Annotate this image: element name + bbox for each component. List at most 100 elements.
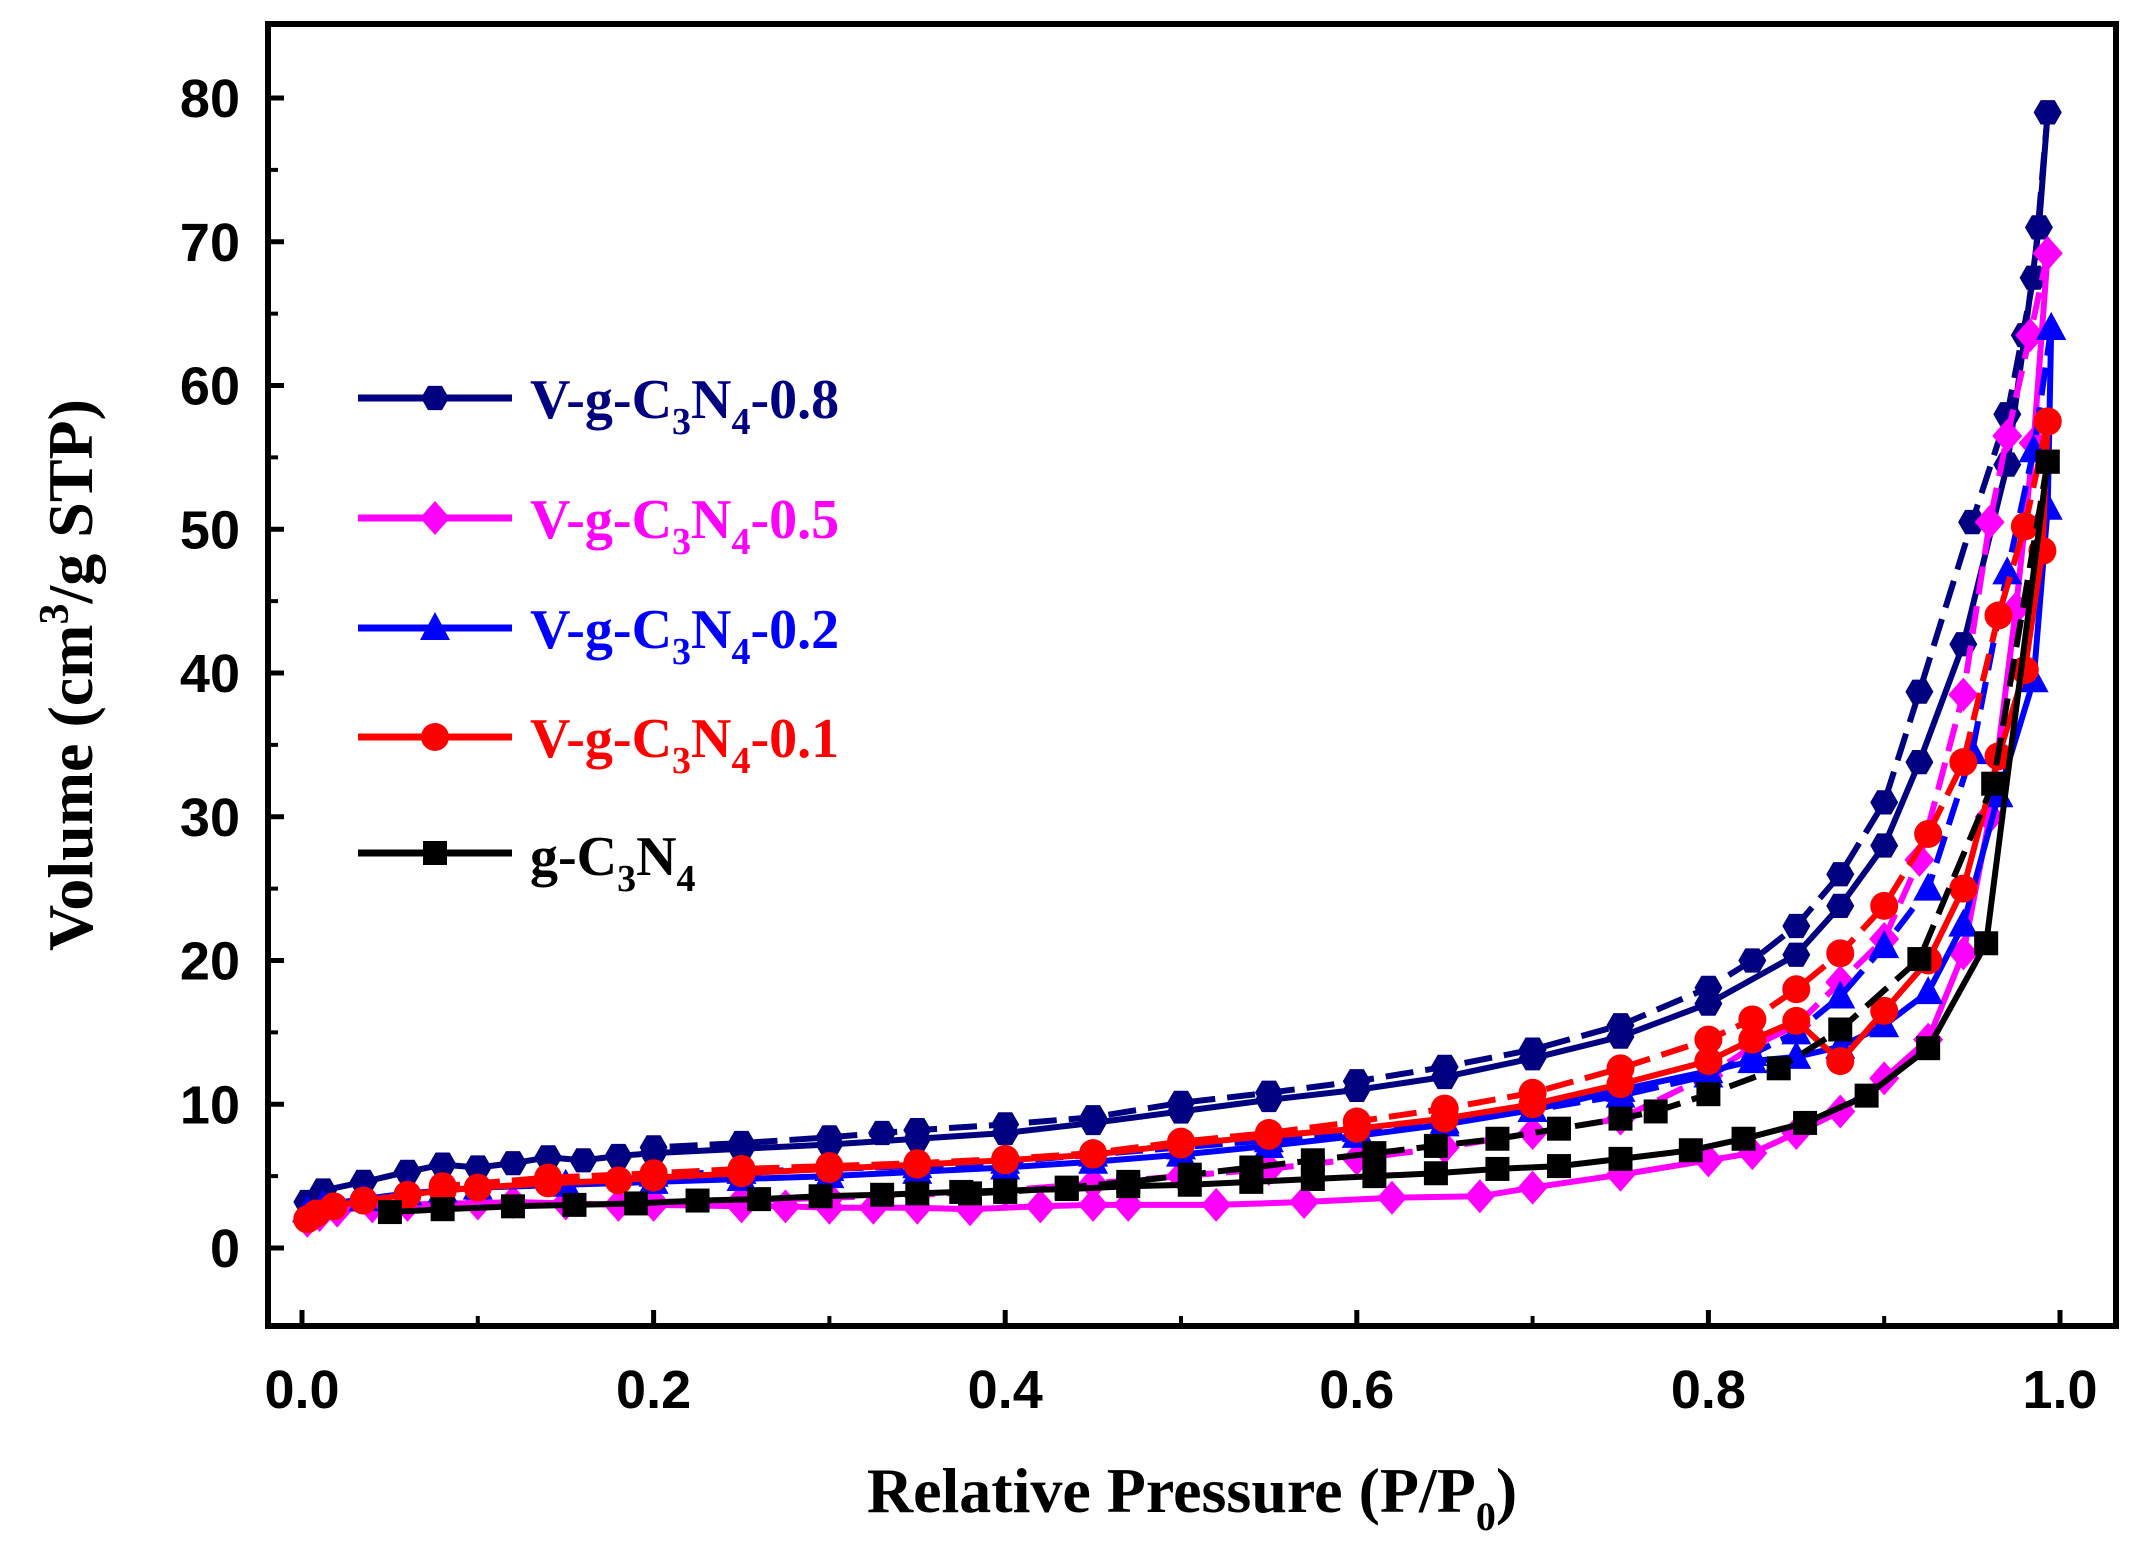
series-3-desorption-point-22 (534, 1163, 563, 1192)
series-0-desorption-point-8 (1738, 948, 1767, 973)
series-3-adsorption-point-21 (1694, 1047, 1723, 1076)
x-tick-label-5: 1.0 (2022, 1360, 2097, 1420)
series-4-adsorption-point-6 (747, 1187, 772, 1212)
legend-label-1-sub-4: 4 (731, 521, 750, 563)
legend-label-0-part-n: N (691, 369, 731, 431)
legend-label-2-tail: -0.2 (750, 599, 839, 661)
series-4-desorption-point-11 (1362, 1141, 1387, 1166)
series-1-adsorption-point-17 (1025, 1189, 1056, 1224)
series-3-desorption-point-8 (1738, 1005, 1767, 1034)
series-3-desorption-point-2 (1984, 601, 2013, 630)
y-tick-label-6: 60 (180, 357, 240, 417)
series-0-desorption-point-12 (1430, 1054, 1459, 1079)
legend-label-0-sub-4: 4 (731, 401, 750, 443)
series-3-desorption-point-17 (991, 1144, 1020, 1173)
legend-marker-1 (420, 501, 450, 535)
series-4-desorption-point-4 (1766, 1056, 1791, 1081)
series-3-desorption-point-14 (1254, 1119, 1283, 1147)
y-tick-label-0: 0 (210, 1219, 240, 1279)
legend-label-1-part-0: V-g-C (530, 489, 672, 551)
series-1-desorption-point-17 (1078, 1166, 1109, 1201)
legend-label-2-sub-4: 4 (731, 631, 750, 673)
x-axis-title-tail: ) (1496, 1455, 1517, 1526)
series-0-desorption-point-0 (2033, 100, 2062, 125)
series-3-desorption-point-11 (1518, 1078, 1547, 1107)
series-4-desorption-point-12 (1300, 1148, 1325, 1173)
series-3-adsorption-point-25 (1870, 996, 1899, 1025)
legend-entry-4: g-C3N4 (358, 826, 696, 900)
x-tick-label-3: 0.6 (1319, 1360, 1394, 1420)
series-4-adsorption-point-19 (1485, 1156, 1510, 1181)
series-3-desorption-point-13 (1342, 1107, 1371, 1136)
series-3-adsorption-point-6 (463, 1173, 492, 1202)
series-4-desorption-point-3 (1828, 1017, 1853, 1042)
series-4-desorption-point-2 (1907, 947, 1932, 972)
series-0-desorption-point-18 (903, 1118, 932, 1143)
y-tick-label-3: 30 (180, 788, 240, 848)
series-0-desorption-point-22 (639, 1135, 668, 1160)
series-3-adsorption-point-2 (319, 1192, 348, 1221)
series-4-desorption-point-9 (1485, 1126, 1510, 1151)
series-0-adsorption-point-4 (428, 1152, 457, 1177)
series-3-desorption-point-21 (639, 1159, 668, 1188)
series-4-adsorption-point-22 (1678, 1138, 1703, 1163)
series-0-desorption-point-11 (1518, 1037, 1547, 1062)
series-2-desorption-point-2 (1992, 556, 2023, 585)
series-4-adsorption-point-0 (377, 1200, 402, 1225)
legend-label-1-sub-3: 3 (672, 521, 691, 563)
series-4-adsorption-point-25 (1854, 1083, 1879, 1108)
legend-marker-3 (421, 723, 449, 751)
legend-label-4-part-0: g-C (530, 826, 617, 888)
legend-label-3: V-g-C3N4-0.1 (530, 708, 839, 782)
legend-line-0 (358, 385, 512, 411)
legend-label-0-sub-3: 3 (672, 401, 691, 443)
series-1-desorption-point-1 (2015, 318, 2046, 353)
series-3-desorption-point-9 (1694, 1025, 1723, 1054)
series-0-adsorption-point-5 (463, 1155, 492, 1180)
legend-marker-2 (420, 612, 450, 640)
series-3-desorption-point-0 (2033, 407, 2062, 436)
legend-line-4 (358, 841, 512, 865)
series-3-adsorption-point-8 (604, 1166, 633, 1195)
legend-entry-3: V-g-C3N4-0.1 (358, 708, 839, 782)
series-0-desorption-point-3 (1958, 509, 1987, 535)
series-3-desorption-point-10 (1606, 1054, 1635, 1083)
series-1-desorption-point-4 (1948, 677, 1979, 712)
legend-label-3-part-0: V-g-C (530, 708, 672, 770)
series-0-desorption-point-9 (1694, 975, 1723, 1000)
series-4-desorption-point-15 (1116, 1169, 1141, 1194)
series-0-desorption-point-16 (1079, 1105, 1108, 1130)
series-3-desorption-point-16 (1079, 1139, 1108, 1168)
series-3-adsorption-point-27 (1949, 874, 1978, 903)
legend-label-2-part-0: V-g-C (530, 599, 672, 661)
series-4-desorption-point-8 (1546, 1116, 1571, 1141)
series-3-desorption-point-3 (1949, 748, 1978, 777)
series-0 (293, 100, 2062, 1215)
legend-label-0-part-0: V-g-C (530, 369, 672, 431)
legend-label-4-sub-4: 4 (677, 858, 696, 900)
y-tick-label-8: 80 (180, 69, 240, 129)
legend-label-4: g-C3N4 (530, 826, 696, 900)
x-tick-label-4: 0.8 (1671, 1360, 1746, 1420)
legend-label-3-part-n: N (691, 708, 731, 770)
series-4-desorption-point-16 (1054, 1175, 1079, 1200)
series-0-adsorption-point-9 (604, 1143, 633, 1169)
legend-marker-0 (421, 385, 449, 411)
legend-entry-1: V-g-C3N4-0.5 (358, 489, 839, 563)
legend-line-3 (358, 723, 512, 751)
series-4-desorption-point-18 (958, 1181, 983, 1206)
series-4-desorption-point-17 (993, 1179, 1018, 1204)
series-4-adsorption-point-23 (1731, 1126, 1756, 1151)
legend-label-2-sub-3: 3 (672, 631, 691, 673)
series-4-adsorption-point-9 (905, 1181, 930, 1206)
series-3-desorption-point-12 (1430, 1094, 1459, 1123)
x-axis-title-sub: 0 (1476, 1494, 1496, 1539)
series-0-desorption-line (653, 112, 2051, 1151)
series-4-desorption-point-14 (1177, 1162, 1202, 1187)
x-axis-title-main: Relative Pressure (P/P (867, 1455, 1476, 1526)
series-3-adsorption-point-23 (1782, 1006, 1811, 1035)
x-tick-label-1: 0.2 (616, 1360, 691, 1420)
series-4-desorption-point-5 (1696, 1082, 1721, 1107)
y-tick-label-1: 10 (180, 1075, 240, 1135)
